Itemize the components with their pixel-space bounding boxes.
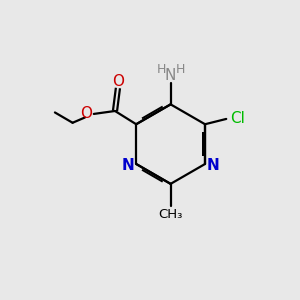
Text: N: N [165, 68, 176, 83]
Text: N: N [122, 158, 134, 173]
Text: O: O [112, 74, 124, 89]
Text: H: H [157, 62, 166, 76]
Text: CH₃: CH₃ [158, 208, 183, 221]
Text: O: O [80, 106, 92, 122]
Text: Cl: Cl [230, 111, 245, 126]
Text: N: N [207, 158, 220, 173]
Text: H: H [175, 62, 185, 76]
